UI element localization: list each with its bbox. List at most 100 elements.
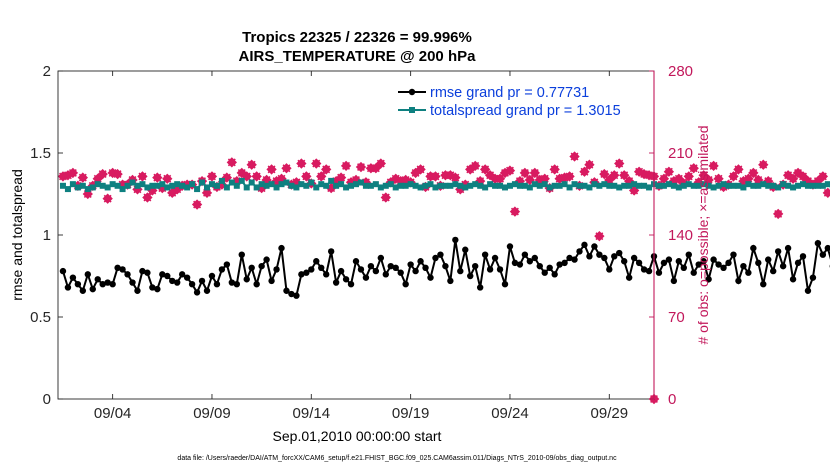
obs-assimilated-point (729, 172, 738, 181)
rmse-point (511, 259, 519, 267)
obs-assimilated-point (267, 165, 276, 174)
obs-assimilated-point (510, 207, 519, 216)
rmse-point (337, 267, 345, 275)
obs-assimilated-point (471, 161, 480, 170)
rmse-point (84, 271, 92, 278)
rmse-point (794, 259, 802, 267)
rmse-point (670, 277, 678, 285)
totalspread-point (621, 182, 628, 189)
rmse-point (561, 259, 568, 267)
totalspread-point (298, 181, 305, 188)
totalspread-point (551, 182, 558, 189)
obs-assimilated-point (208, 172, 216, 181)
totalspread-point (338, 181, 345, 188)
obs-assimilated-point (595, 232, 604, 241)
rmse-point (476, 284, 484, 291)
rmse-point (59, 267, 67, 275)
rmse-point (551, 271, 558, 278)
rmse-point (124, 271, 131, 278)
rmse-point (467, 272, 474, 280)
obs-assimilated-point (774, 209, 783, 218)
obs-assimilated-point (565, 172, 574, 181)
totalspread-point (84, 186, 91, 193)
totalspread-point (780, 181, 787, 188)
rmse-point (407, 261, 414, 268)
rmse-point (730, 251, 737, 258)
totalspread-point (750, 182, 757, 189)
obs-assimilated-point (794, 168, 802, 177)
rmse-point (516, 261, 524, 268)
rmse-point (819, 251, 827, 258)
rmse-point (109, 281, 116, 288)
totalspread-point (392, 184, 399, 191)
obs-assimilated-point (540, 174, 549, 183)
rmse-point (377, 254, 385, 262)
obs-assimilated-point (282, 164, 291, 173)
totalspread-point (541, 181, 548, 188)
totalspread-point (745, 181, 752, 188)
rmse-point (323, 271, 330, 278)
totalspread-point (626, 182, 633, 189)
obs-assimilated-point (322, 165, 331, 174)
obs-assimilated-point (381, 193, 390, 202)
totalspread-point (119, 186, 126, 193)
rmse-point (541, 269, 548, 276)
totalspread-point (139, 181, 146, 188)
obs-assimilated-point (570, 152, 579, 161)
x-tick-label: 09/29 (591, 405, 629, 422)
totalspread-point (516, 182, 523, 189)
totalspread-point (720, 181, 727, 188)
rmse-point (496, 266, 504, 273)
rmse-point (685, 251, 692, 258)
rmse-point (283, 287, 290, 294)
rmse-point (526, 258, 534, 265)
obs-assimilated-point (247, 160, 256, 169)
obs-assimilated-point (237, 168, 246, 177)
totalspread-point (367, 182, 374, 189)
totalspread-point (293, 184, 300, 191)
obs-assimilated-point (337, 173, 346, 182)
totalspread-point (665, 181, 672, 188)
rmse-point (481, 251, 489, 258)
obs-assimilated-point (659, 174, 668, 183)
totalspread-point (487, 181, 494, 188)
rmse-point (367, 262, 375, 270)
obs-assimilated-point (615, 159, 624, 168)
obs-assimilated-point (98, 170, 107, 179)
totalspread-point (655, 182, 662, 189)
totalspread-point (362, 182, 369, 189)
rmse-point (193, 289, 201, 296)
obs-assimilated-point (227, 158, 236, 167)
totalspread-point (387, 181, 394, 188)
totalspread-point (526, 184, 533, 191)
obs-assimilated-point (168, 188, 177, 197)
totalspread-point (814, 182, 821, 189)
totalspread-point (606, 182, 613, 189)
x-tick-label: 09/19 (392, 405, 430, 422)
rmse-point (129, 279, 136, 286)
rmse-point (144, 269, 151, 276)
obs-assimilated-point (689, 164, 698, 173)
rmse-point (293, 292, 300, 299)
rmse-point (710, 256, 717, 263)
rmse-point (402, 281, 409, 288)
legend-spread-label: totalspread grand pr = 1.3015 (430, 103, 621, 119)
obs-assimilated-point (357, 163, 365, 172)
obs-assimilated-point (391, 174, 400, 183)
obs-assimilated-point (411, 168, 420, 177)
rmse-point (779, 262, 787, 270)
totalspread-point (531, 181, 538, 188)
rmse-point (139, 267, 146, 275)
totalspread-point (213, 182, 220, 189)
totalspread-point (740, 184, 747, 191)
obs-assimilated-point (153, 173, 162, 182)
series-totalspread (59, 177, 830, 193)
obs-assimilated-point (143, 193, 152, 202)
totalspread-point (636, 182, 643, 189)
rmse-point (665, 256, 673, 263)
obs-assimilated-point (714, 174, 723, 183)
totalspread-point (795, 182, 802, 189)
rmse-point (680, 264, 687, 271)
rmse-point (566, 254, 573, 262)
totalspread-point (64, 186, 71, 193)
